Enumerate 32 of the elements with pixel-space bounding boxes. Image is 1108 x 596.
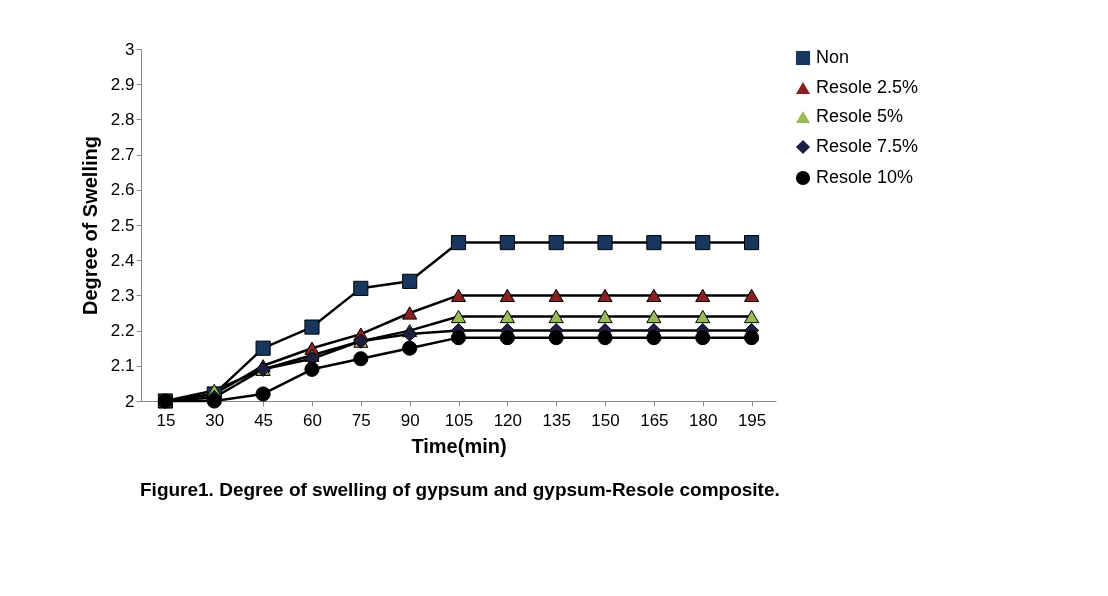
x-tick-label: 60: [303, 410, 322, 430]
y-tick-label: 2.2: [110, 321, 135, 341]
x-tick-label: 120: [493, 410, 523, 430]
x-tick-label: 30: [205, 410, 225, 430]
x-tick-label: 90: [400, 410, 420, 430]
y-tick-label: 2.5: [110, 215, 135, 235]
legend-label: Non: [816, 47, 850, 67]
caption: Figure1. Degree of swelling of gypsum and gypsum-Resole composite.: [140, 479, 781, 501]
y-tick-label: 2.6: [110, 180, 135, 200]
x-tick-label: 195: [737, 410, 767, 430]
x-tick-label: 180: [689, 410, 718, 430]
legend-label: Resole 2.5%: [816, 77, 919, 97]
y-tick-label: 2.4: [110, 250, 135, 270]
x-tick-label: 165: [640, 410, 669, 430]
x-tick-label: 75: [351, 410, 371, 430]
y-axis-title: Degree of Swelling: [78, 136, 101, 315]
y-tick-label: 2.7: [110, 145, 135, 165]
x-tick-label: 105: [444, 410, 474, 430]
x-tick-label: 45: [254, 410, 274, 430]
y-tick-label: 2.9: [110, 74, 135, 94]
x-tick-label: 135: [542, 410, 571, 430]
y-tick-label: 2.8: [110, 109, 135, 129]
legend-label: Resole 5%: [816, 106, 904, 126]
y-tick-label: 2: [125, 391, 135, 411]
x-tick-label: 150: [591, 410, 620, 430]
legend-label: Resole 7.5%: [816, 136, 919, 156]
x-tick-label: 15: [156, 410, 176, 430]
y-tick-label: 2.1: [110, 356, 135, 376]
legend-label: Resole 10%: [816, 167, 914, 187]
y-tick-label: 3: [125, 39, 135, 59]
x-axis-title: Time(min): [411, 434, 507, 457]
y-tick-label: 2.3: [110, 285, 135, 305]
